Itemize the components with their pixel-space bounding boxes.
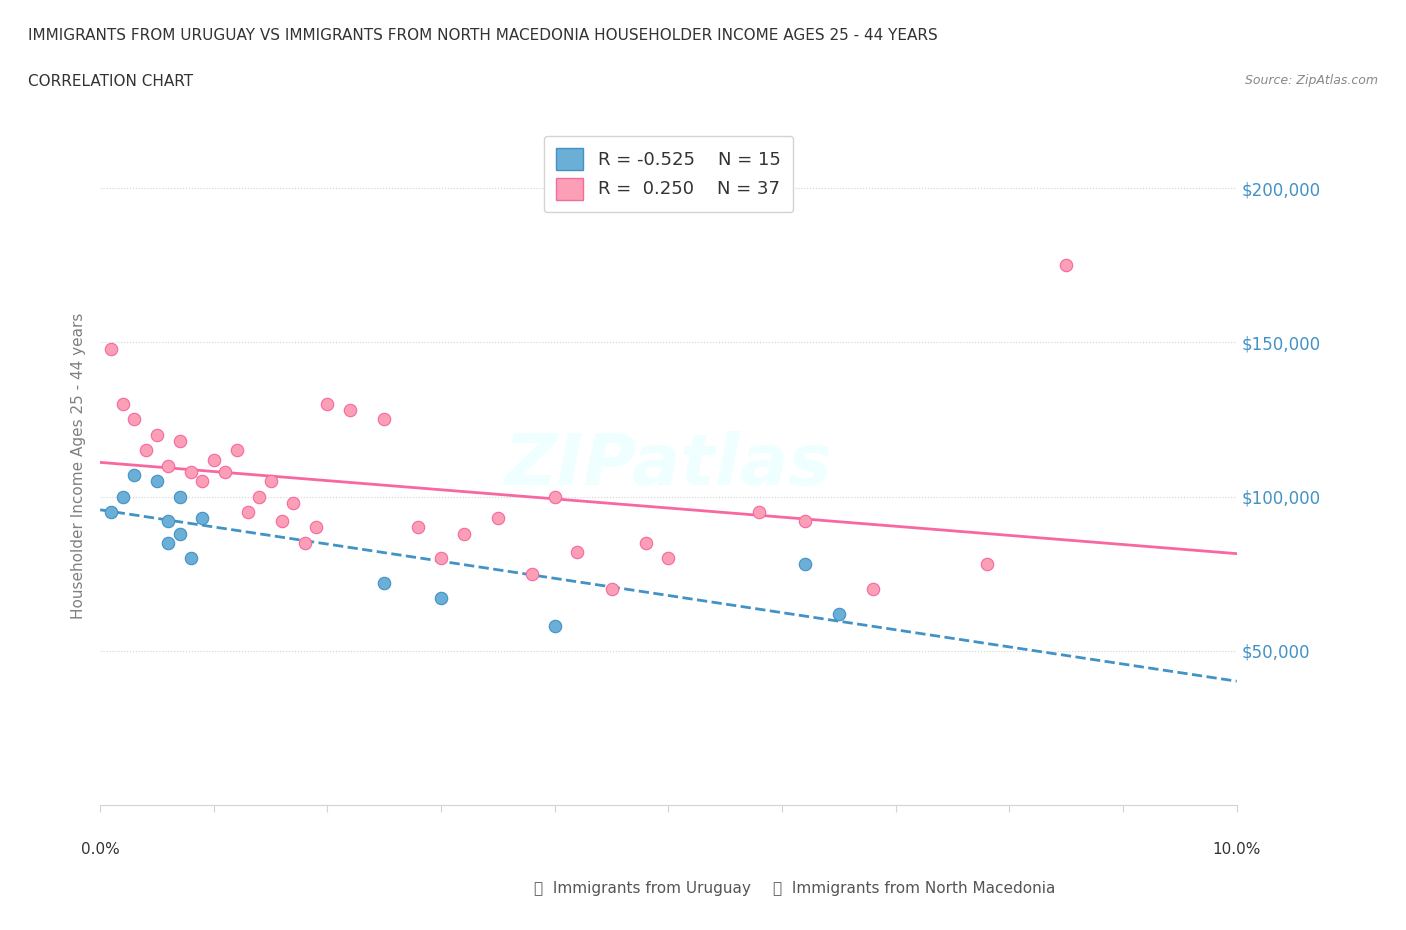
Point: [146, 428, 169, 443]
Point: [180, 551, 202, 565]
Text: 0.0%: 0.0%: [80, 843, 120, 857]
Point: [169, 433, 191, 448]
Text: 10.0%: 10.0%: [1212, 843, 1261, 857]
Point: [793, 557, 815, 572]
Point: [191, 473, 214, 488]
Point: [520, 566, 543, 581]
Point: [283, 496, 305, 511]
Point: [135, 443, 157, 458]
Point: [600, 581, 623, 596]
Text: IMMIGRANTS FROM URUGUAY VS IMMIGRANTS FROM NORTH MACEDONIA HOUSEHOLDER INCOME AG: IMMIGRANTS FROM URUGUAY VS IMMIGRANTS FR…: [28, 28, 938, 43]
Point: [657, 551, 679, 565]
Point: [1054, 258, 1077, 272]
Point: [180, 464, 202, 479]
Text: CORRELATION CHART: CORRELATION CHART: [28, 74, 193, 89]
Point: [408, 520, 430, 535]
Point: [259, 473, 281, 488]
Point: [169, 526, 191, 541]
Legend: R = -0.525    N = 15, R =  0.250    N = 37: R = -0.525 N = 15, R = 0.250 N = 37: [544, 136, 793, 212]
Point: [748, 504, 770, 519]
Point: [157, 536, 180, 551]
Point: [544, 618, 567, 633]
Point: [430, 551, 453, 565]
Point: [976, 557, 998, 572]
Point: [373, 576, 395, 591]
Point: [122, 412, 145, 427]
Point: [100, 341, 122, 356]
Point: [316, 396, 339, 411]
Point: [146, 473, 169, 488]
Point: [169, 489, 191, 504]
Point: [305, 520, 328, 535]
Text: 🔵  Immigrants from Uruguay: 🔵 Immigrants from Uruguay: [534, 881, 751, 896]
Point: [567, 545, 589, 560]
Point: [191, 511, 214, 525]
Point: [247, 489, 270, 504]
Text: ZIPatlas: ZIPatlas: [505, 432, 832, 500]
Point: [294, 536, 316, 551]
Text: 🔴  Immigrants from North Macedonia: 🔴 Immigrants from North Macedonia: [773, 881, 1056, 896]
Point: [544, 489, 567, 504]
Point: [271, 513, 294, 528]
Point: [100, 504, 122, 519]
Point: [157, 458, 180, 473]
Point: [111, 396, 134, 411]
Point: [828, 606, 851, 621]
Point: [339, 403, 361, 418]
Point: [122, 468, 145, 483]
Point: [157, 513, 180, 528]
Point: [486, 511, 509, 525]
Point: [214, 464, 236, 479]
Text: Source: ZipAtlas.com: Source: ZipAtlas.com: [1244, 74, 1378, 87]
Point: [634, 536, 657, 551]
Y-axis label: Householder Income Ages 25 - 44 years: Householder Income Ages 25 - 44 years: [72, 312, 86, 618]
Point: [373, 412, 395, 427]
Point: [862, 581, 884, 596]
Point: [430, 591, 453, 605]
Point: [793, 513, 815, 528]
Point: [453, 526, 475, 541]
Point: [225, 443, 247, 458]
Point: [236, 504, 259, 519]
Point: [111, 489, 134, 504]
Point: [202, 452, 225, 467]
